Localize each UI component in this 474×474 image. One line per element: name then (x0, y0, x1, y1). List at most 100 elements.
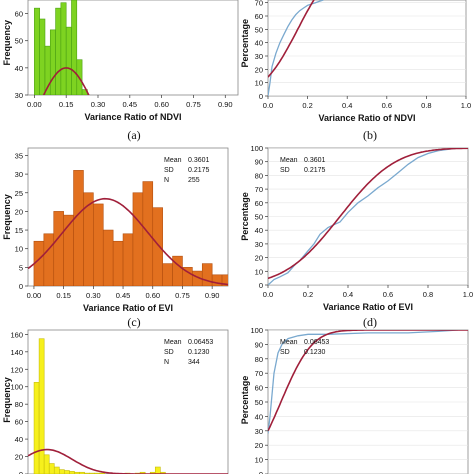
plot-content (268, 148, 468, 285)
y-tick-label: 50 (255, 213, 263, 222)
bar (60, 2, 67, 95)
bar (102, 229, 114, 286)
stats-value: 0.1230 (188, 349, 210, 356)
normal-fit-curve (28, 197, 228, 286)
x-tick-label: 0.0 (263, 290, 273, 299)
stats-label: SD (164, 349, 174, 356)
x-tick-label: 0.60 (154, 100, 169, 109)
y-axis-label: Frequency (2, 194, 12, 240)
y-axis-label: Frequency (2, 377, 12, 423)
bar (142, 181, 154, 286)
stats-value: 0.3601 (304, 157, 326, 164)
bar (122, 233, 134, 286)
stats-value: 0.2175 (304, 167, 326, 174)
y-tick-label: 50 (255, 398, 263, 407)
plot-content (28, 338, 228, 474)
panel-caption: (a) (127, 128, 140, 142)
y-tick-label: 20 (255, 65, 263, 74)
bar (93, 203, 104, 286)
bar (33, 240, 45, 286)
normal-fit-curve (42, 67, 90, 95)
stats-label: Mean (164, 157, 182, 164)
y-tick-label: 40 (15, 64, 23, 73)
y-tick-label: 70 (255, 369, 263, 378)
y-tick-label: 40 (255, 412, 263, 421)
bar (112, 240, 124, 286)
bar (154, 466, 161, 474)
x-tick-label: 0.15 (59, 100, 74, 109)
y-tick-label: 80 (255, 171, 263, 180)
normal-cdf-line (268, 330, 468, 432)
y-tick-label: 0 (19, 282, 23, 291)
x-tick-label: 0.75 (186, 100, 201, 109)
x-tick-label: 0.8 (421, 101, 431, 110)
y-axis-label: Percentage (240, 192, 250, 241)
stats-value: 0.2175 (188, 167, 210, 174)
bar (132, 192, 144, 286)
y-tick-label: 20 (15, 453, 23, 462)
stats-label: SD (280, 349, 290, 356)
stats-label: Mean (164, 339, 182, 346)
x-tick-label: 0.90 (205, 291, 220, 300)
bar (139, 471, 146, 474)
stats-box: Mean 0.06453 SD 0.1230 N 344 (164, 339, 213, 366)
stats-value: 0.3601 (188, 157, 210, 164)
plot-content (28, 170, 228, 286)
stats-box: Mean 0.3601 SD 0.2175 N 255 (164, 157, 210, 184)
plot-area (267, 0, 467, 97)
y-tick-label: 10 (255, 79, 263, 88)
stats-value: 0.1230 (304, 349, 326, 356)
stats-label: N (164, 359, 169, 366)
y-tick-label: 20 (15, 207, 23, 216)
y-tick-label: 120 (10, 365, 23, 374)
x-tick-label: 0.00 (27, 291, 42, 300)
y-tick-label: 160 (10, 330, 23, 339)
x-tick-label: 0.45 (123, 100, 138, 109)
x-tick-label: 0.8 (423, 290, 433, 299)
bar (65, 26, 72, 95)
bar (162, 263, 173, 286)
bar (43, 233, 55, 286)
bar (53, 211, 64, 286)
y-tick-label: 30 (15, 91, 23, 100)
bar (221, 274, 228, 286)
y-axis-label: Percentage (240, 376, 250, 425)
x-tick-label: 0.30 (91, 100, 106, 109)
y-axis-label: Frequency (2, 20, 12, 66)
stats-value: 255 (188, 177, 200, 184)
y-tick-label: 60 (255, 384, 263, 393)
empirical-cdf-line (268, 330, 459, 434)
y-tick-label: 70 (255, 0, 263, 8)
bar (83, 192, 94, 286)
stats-label: SD (280, 167, 290, 174)
stats-label: N (164, 177, 169, 184)
empirical-cdf-line (268, 0, 324, 96)
bar (38, 338, 45, 474)
normal-cdf-line (268, 0, 315, 78)
y-tick-label: 15 (15, 226, 23, 235)
y-tick-label: 40 (255, 39, 263, 48)
panel-caption: (d) (363, 315, 377, 329)
x-axis-label: Variance Ratio of NDVI (318, 113, 415, 123)
bar (53, 466, 60, 474)
y-tick-label: 60 (15, 10, 23, 19)
y-tick-label: 60 (255, 199, 263, 208)
bar (34, 7, 40, 95)
bar (201, 263, 213, 286)
x-tick-label: 0.6 (382, 101, 392, 110)
y-tick-label: 30 (15, 170, 23, 179)
y-tick-label: 50 (255, 25, 263, 34)
x-tick-label: 1.0 (463, 290, 473, 299)
y-tick-label: 60 (15, 418, 23, 427)
x-axis-label: Variance Ratio of EVI (83, 303, 173, 313)
panel-a: 30 40 50 60 0.00 0.15 0.30 0.45 0.60 0.75 0.90 Vari… (2, 0, 239, 122)
y-tick-label: 90 (255, 340, 263, 349)
y-tick-label: 0 (19, 470, 23, 474)
x-tick-label: 0.4 (342, 101, 352, 110)
x-axis-label: Variance Ratio of NDVI (84, 112, 181, 122)
y-tick-label: 40 (255, 226, 263, 235)
bar (160, 471, 166, 474)
panel-b: 0 10 20 30 40 50 60 70 0.0 0.2 0.4 0.6 0.8 1.0 Varianc… (240, 0, 471, 123)
y-tick-label: 30 (255, 427, 263, 436)
